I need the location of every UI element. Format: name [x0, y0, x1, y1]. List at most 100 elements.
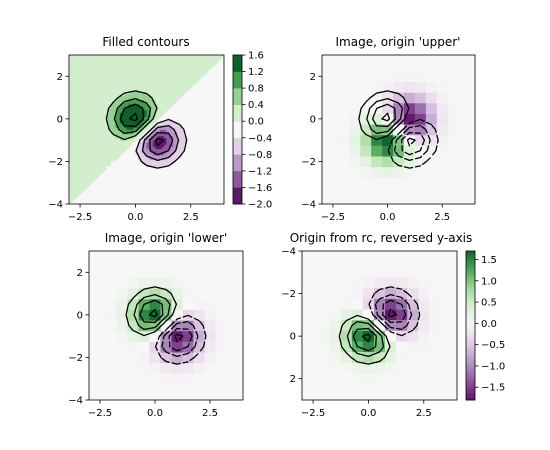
image-pixel — [440, 277, 452, 289]
image-pixel — [371, 124, 383, 136]
image-pixel — [440, 309, 452, 321]
image-pixel — [204, 298, 216, 310]
colorbar-segment — [466, 251, 475, 254]
image-pixel — [318, 330, 331, 342]
image-pixel — [440, 266, 452, 279]
y-tick-label: 2 — [290, 374, 296, 385]
colorbar-segment — [466, 315, 475, 319]
colorbar-segment — [466, 370, 475, 373]
contour-line — [393, 124, 431, 161]
image-pixel — [318, 251, 331, 257]
x-tick-label: 0.0 — [127, 212, 143, 223]
image-pixel — [407, 362, 419, 374]
image-pixel — [204, 352, 216, 364]
image-pixel — [182, 288, 194, 300]
image-pixel — [451, 320, 457, 332]
image-pixel — [116, 341, 128, 353]
contour-line — [129, 112, 138, 122]
image-pixel — [329, 352, 342, 364]
image-pixel — [458, 198, 470, 204]
image-pixel — [385, 330, 397, 342]
contour-line — [387, 118, 439, 169]
image-pixel — [403, 70, 416, 83]
colorbar-segment — [233, 121, 242, 139]
image-pixel — [360, 102, 372, 114]
image-pixel — [414, 134, 427, 146]
image-pixel — [340, 384, 353, 396]
image-pixel — [469, 177, 475, 189]
image-pixel — [371, 145, 383, 157]
colorbar-segment — [466, 285, 475, 289]
image-pixel — [407, 373, 419, 385]
image-pixel — [393, 55, 405, 61]
colorbar-segment — [233, 170, 242, 188]
image-pixel — [418, 251, 430, 257]
colorbar-segment — [466, 372, 475, 376]
y-tick-label: −2 — [48, 157, 63, 168]
image-pixel — [171, 320, 183, 332]
image-pixel — [329, 251, 342, 257]
image-pixel — [327, 188, 339, 200]
image-pixel — [458, 134, 470, 146]
image-pixel — [451, 288, 457, 300]
image-pixel — [204, 362, 216, 374]
colorbar-segment — [466, 397, 475, 401]
image-pixel — [403, 113, 416, 125]
image-pixel — [318, 373, 331, 385]
image-pixel — [440, 384, 452, 396]
contour-line — [133, 294, 171, 331]
y-tick-label: 2 — [310, 72, 316, 83]
image-pixel — [349, 134, 361, 146]
colorbar-segment — [466, 298, 475, 301]
image-pixel — [149, 251, 161, 257]
image-pixel — [429, 373, 441, 385]
image-pixel — [105, 288, 117, 300]
colorbar-segment — [466, 340, 475, 344]
image-pixel — [425, 113, 438, 125]
image-pixel — [237, 320, 243, 332]
image-pixel — [440, 320, 452, 332]
image-pixel — [447, 81, 460, 93]
image-pixel — [451, 256, 457, 268]
image-pixel — [171, 266, 183, 279]
image-pixel — [318, 341, 331, 353]
image-pixel — [373, 373, 386, 385]
colorbar-segment — [466, 290, 475, 294]
image-pixel — [89, 352, 95, 364]
image-pixel — [193, 251, 205, 257]
image-pixel — [385, 373, 397, 385]
image-pixel — [425, 92, 438, 104]
image-pixel — [436, 134, 449, 146]
colorbar-tick-label: −0.8 — [248, 150, 272, 161]
image-pixel — [414, 81, 427, 93]
image-pixel — [149, 384, 161, 396]
image-pixel — [396, 320, 408, 332]
contour-line — [371, 103, 396, 128]
image-pixel — [226, 309, 238, 321]
image-pixel — [116, 384, 128, 396]
image-pixel — [329, 373, 342, 385]
image-pixel — [407, 330, 419, 342]
image-pixel — [105, 256, 117, 268]
image-pixel — [451, 341, 457, 353]
image-pixel — [138, 341, 150, 353]
colorbar-tick-label: 0.8 — [248, 84, 264, 95]
image-pixel — [382, 134, 394, 146]
image-pixel — [89, 330, 95, 342]
image-pixel — [215, 288, 227, 300]
image-pixel — [447, 102, 460, 114]
image-pixel — [451, 394, 457, 400]
image-pixel — [469, 145, 475, 157]
image-pixel — [105, 373, 117, 385]
colorbar-segment — [466, 357, 475, 361]
image-pixel — [414, 166, 427, 178]
image-pixel — [360, 156, 372, 168]
image-pixel — [351, 362, 364, 374]
colorbar-tick-label: −0.5 — [481, 340, 505, 351]
image-pixel — [451, 384, 457, 396]
image-pixel — [302, 251, 308, 257]
contour-line — [105, 90, 158, 141]
colorbar-tick-label: 1.5 — [481, 255, 497, 266]
image-pixel — [373, 352, 386, 364]
colorbar-segment — [466, 355, 475, 359]
